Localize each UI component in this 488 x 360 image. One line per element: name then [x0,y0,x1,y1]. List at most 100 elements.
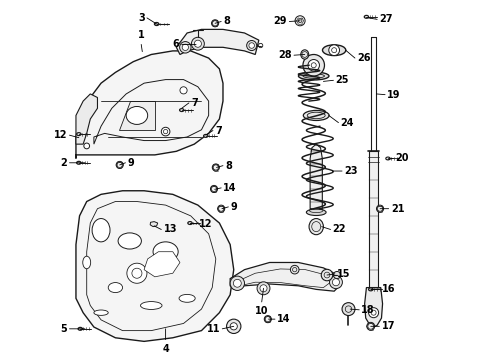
Circle shape [329,276,342,289]
Text: 26: 26 [356,53,370,63]
Polygon shape [364,288,382,327]
Polygon shape [76,94,97,144]
Text: 4: 4 [162,344,169,354]
Text: 20: 20 [395,153,408,163]
Polygon shape [309,144,322,209]
Text: 29: 29 [273,17,286,27]
Text: 1: 1 [138,30,144,40]
Text: 11: 11 [206,324,220,334]
Ellipse shape [308,219,323,235]
Ellipse shape [92,219,110,242]
Ellipse shape [376,205,383,212]
Ellipse shape [179,294,195,302]
Text: 9: 9 [127,158,134,168]
Polygon shape [150,222,158,226]
Circle shape [182,44,188,50]
Text: 21: 21 [390,204,404,214]
Text: 7: 7 [191,98,198,108]
Circle shape [341,303,354,316]
Text: 3: 3 [138,13,144,23]
Text: 23: 23 [344,166,357,176]
Text: 10: 10 [254,306,268,316]
Text: 13: 13 [163,225,177,234]
Circle shape [321,269,332,281]
Circle shape [303,54,324,76]
Circle shape [368,308,378,318]
Text: 28: 28 [278,50,291,60]
Circle shape [180,87,187,94]
Text: 12: 12 [54,130,67,140]
Ellipse shape [212,164,219,171]
Circle shape [230,276,244,291]
Ellipse shape [77,161,81,164]
Ellipse shape [306,209,325,216]
Text: 27: 27 [379,14,392,24]
Circle shape [294,16,305,26]
Ellipse shape [298,72,328,80]
Ellipse shape [296,17,303,24]
Polygon shape [76,51,223,158]
Text: 25: 25 [335,75,348,85]
Ellipse shape [77,133,81,135]
Polygon shape [144,252,180,277]
Circle shape [258,43,262,48]
Text: 14: 14 [223,183,236,193]
Ellipse shape [303,111,328,121]
Text: 8: 8 [223,17,230,27]
Ellipse shape [322,45,345,55]
Text: 17: 17 [381,321,394,331]
Circle shape [179,41,191,53]
Polygon shape [230,262,341,291]
Circle shape [333,271,340,279]
Circle shape [248,43,254,48]
Text: 16: 16 [381,284,394,294]
Text: 12: 12 [199,219,212,229]
Ellipse shape [116,161,123,168]
Circle shape [257,282,269,295]
Ellipse shape [94,310,108,315]
Circle shape [260,285,266,292]
Ellipse shape [210,185,217,193]
Polygon shape [76,191,233,341]
Ellipse shape [153,242,178,262]
Bar [368,151,378,288]
Ellipse shape [366,322,374,330]
Ellipse shape [154,23,159,26]
Ellipse shape [108,283,122,293]
Ellipse shape [217,205,224,212]
Circle shape [161,127,169,136]
Circle shape [230,323,237,330]
Ellipse shape [368,288,372,291]
Text: 22: 22 [332,225,346,234]
Text: 18: 18 [361,305,374,315]
Circle shape [290,265,298,274]
Polygon shape [176,30,258,54]
Ellipse shape [300,50,308,59]
Text: 2: 2 [61,158,67,168]
Circle shape [246,41,256,50]
Polygon shape [119,101,155,130]
Ellipse shape [264,316,271,323]
Text: 5: 5 [61,324,67,334]
Ellipse shape [118,233,141,249]
Circle shape [307,59,319,71]
Text: 6: 6 [172,40,179,49]
Ellipse shape [82,256,90,269]
Circle shape [332,279,339,286]
Text: 7: 7 [215,126,222,135]
Circle shape [126,263,147,283]
Ellipse shape [179,109,183,112]
Text: 24: 24 [340,118,353,128]
Circle shape [233,279,241,287]
Circle shape [191,37,204,50]
Ellipse shape [126,107,147,125]
Circle shape [194,40,201,47]
Ellipse shape [211,20,218,27]
Ellipse shape [385,157,389,160]
Ellipse shape [364,15,368,18]
Circle shape [328,45,339,55]
Ellipse shape [187,222,192,225]
Circle shape [83,143,89,149]
Text: 14: 14 [277,314,290,324]
Ellipse shape [78,327,82,330]
